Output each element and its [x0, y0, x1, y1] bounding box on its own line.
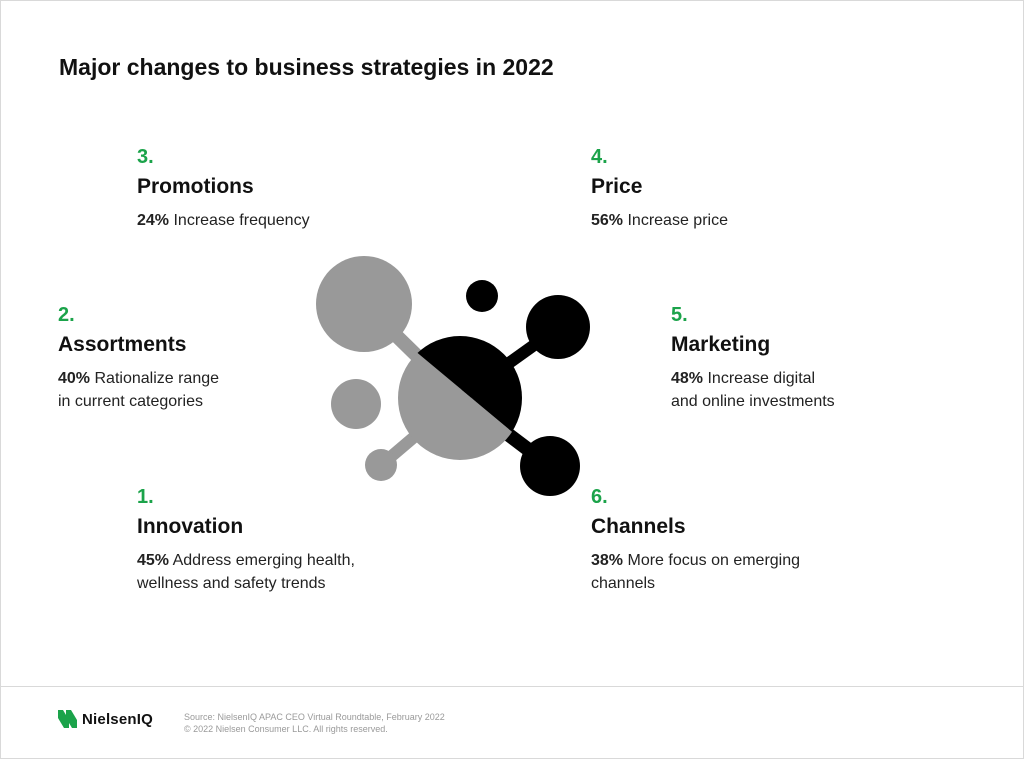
- item-percent: 40%: [58, 370, 91, 387]
- center-circle: [398, 336, 522, 460]
- item-text-line2: and online investments: [671, 393, 835, 410]
- source-note: Source: NielsenIQ APAC CEO Virtual Round…: [184, 711, 445, 735]
- item-percent: 45%: [137, 552, 170, 569]
- nielseniq-mark-icon: [58, 710, 77, 728]
- item-percent: 48%: [671, 370, 704, 387]
- item-name: Marketing: [671, 333, 771, 356]
- gray-circle-small: [365, 449, 397, 481]
- item-text: More focus on emerging: [627, 552, 801, 569]
- item-name: Innovation: [137, 515, 244, 538]
- item-text: Increase frequency: [173, 212, 310, 229]
- gray-circle-large: [316, 256, 412, 352]
- item-text-line2: wellness and safety trends: [137, 575, 326, 592]
- slide-title: Major changes to business strategies in …: [59, 54, 554, 80]
- strategy-item-innovation: 1. Innovation 45% Address emerging healt…: [137, 486, 437, 595]
- item-description: 40% Rationalize range in current categori…: [58, 367, 358, 413]
- item-name: Channels: [591, 515, 686, 538]
- item-percent: 56%: [591, 212, 624, 229]
- strategy-item-channels: 6. Channels 38% More focus on emerging ch…: [591, 486, 891, 595]
- strategy-item-price: 4. Price 56% Increase price: [591, 146, 891, 232]
- black-circle-bottom: [520, 436, 580, 496]
- item-text-line2: in current categories: [58, 393, 203, 410]
- item-name: Price: [591, 175, 643, 198]
- item-text: Increase price: [627, 212, 728, 229]
- nielseniq-logo: NielsenIQ: [58, 710, 153, 728]
- gray-circle-medium: [331, 379, 381, 429]
- black-circle-medium: [526, 295, 590, 359]
- footer-divider: [0, 686, 1024, 687]
- strategy-item-promotions: 3. Promotions 24% Increase frequency: [137, 146, 437, 232]
- item-percent: 24%: [137, 212, 170, 229]
- molecule-graphic: [316, 256, 590, 496]
- item-description: 45% Address emerging health, wellness and…: [137, 549, 437, 595]
- item-number: 5.: [671, 304, 688, 326]
- item-description: 38% More focus on emerging channels: [591, 549, 891, 595]
- item-text-line2: channels: [591, 575, 656, 592]
- item-description: 24% Increase frequency: [137, 209, 437, 232]
- item-name: Assortments: [58, 333, 187, 356]
- black-circle-small: [466, 280, 498, 312]
- source-text: Source: NielsenIQ APAC CEO Virtual Round…: [184, 712, 445, 722]
- item-number: 6.: [591, 486, 608, 508]
- item-text: Rationalize range: [94, 370, 220, 387]
- item-number: 3.: [137, 146, 154, 168]
- item-name: Promotions: [137, 175, 254, 198]
- item-number: 2.: [58, 304, 75, 326]
- item-number: 4.: [591, 146, 608, 168]
- strategy-item-marketing: 5. Marketing 48% Increase digital and onl…: [671, 304, 971, 413]
- item-number: 1.: [137, 486, 154, 508]
- item-description: 48% Increase digital and online investmen…: [671, 367, 971, 413]
- item-text: Increase digital: [707, 370, 816, 387]
- item-text: Address emerging health,: [172, 552, 355, 569]
- logo-text: NielsenIQ: [82, 710, 153, 728]
- strategy-item-assortments: 2. Assortments 40% Rationalize range in c…: [58, 304, 358, 413]
- item-percent: 38%: [591, 552, 624, 569]
- item-description: 56% Increase price: [591, 209, 891, 232]
- copyright-text: © 2022 Nielsen Consumer LLC. All rights …: [184, 724, 388, 734]
